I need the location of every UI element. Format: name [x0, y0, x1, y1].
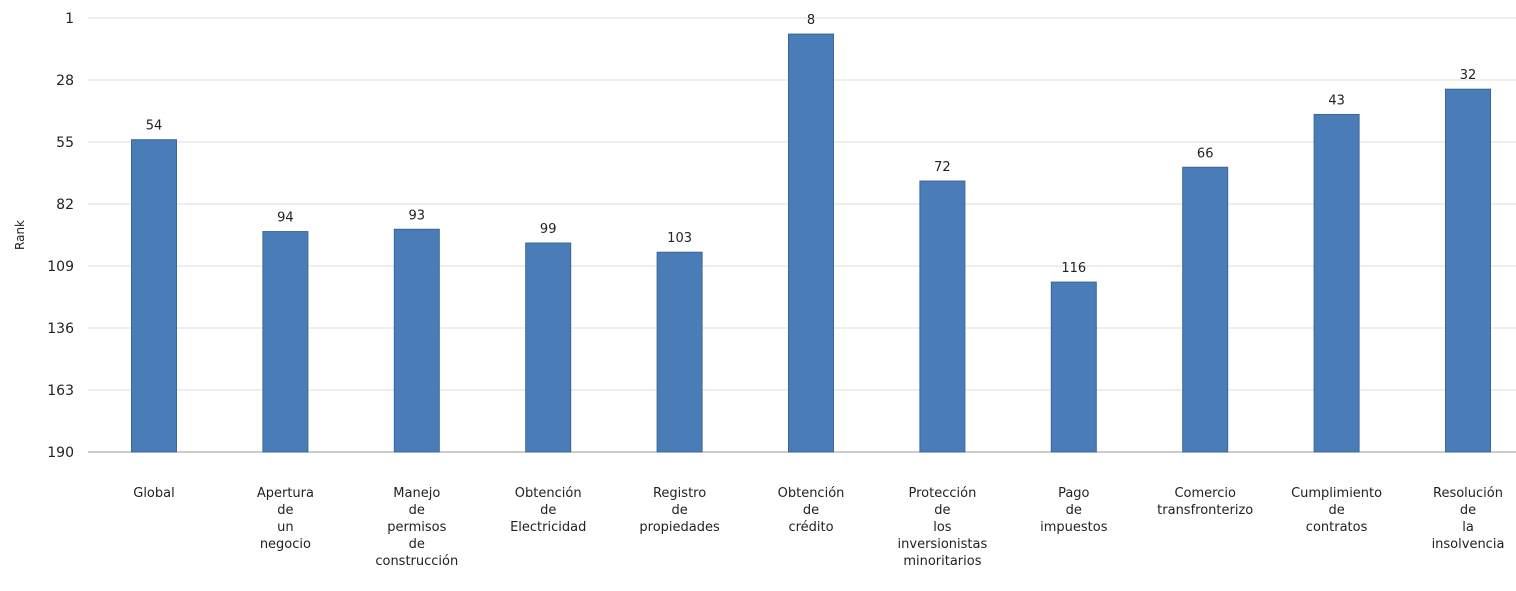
y-tick-label: 136	[47, 321, 74, 337]
x-category-label: Pago de impuestos	[1040, 486, 1108, 535]
x-category-label-line: de	[671, 503, 687, 518]
x-category-label-line: Pago	[1058, 486, 1089, 501]
x-category-label: Comercio transfronterizo	[1157, 486, 1253, 518]
bar	[393, 228, 440, 453]
x-category-label-line: un	[277, 520, 293, 535]
x-category-label-line: construcción	[375, 554, 458, 569]
x-category-label: Protección de los inversionistas minoritario…	[898, 486, 988, 569]
y-tick-label: 190	[47, 445, 74, 461]
data-label: 103	[667, 231, 692, 246]
y-tick-label: 55	[56, 135, 74, 151]
x-category-label-line: de	[1328, 503, 1344, 518]
data-label: 93	[409, 208, 426, 223]
bar	[919, 180, 966, 453]
x-category-label-line: los	[933, 520, 952, 535]
x-category-label-line: Resolución	[1433, 486, 1503, 501]
x-category-label-line: Cumplimiento	[1291, 486, 1382, 501]
x-category-label-line: transfronterizo	[1157, 503, 1253, 518]
bar	[1313, 113, 1360, 453]
x-category-label-line: Manejo	[393, 486, 440, 501]
y-tick-label: 1	[65, 11, 74, 27]
bar	[525, 242, 572, 453]
y-axis-title: Rank	[13, 220, 27, 250]
bar	[262, 231, 309, 453]
x-category-label-line: Protección	[908, 486, 976, 501]
y-tick-label: 109	[47, 259, 74, 275]
data-label: 32	[1460, 68, 1477, 83]
x-category-label-line: negocio	[260, 537, 311, 552]
x-category-label-line: insolvencia	[1432, 537, 1505, 552]
x-category-label-line: contratos	[1306, 520, 1368, 535]
data-label: 94	[277, 211, 294, 226]
y-tick-label: 28	[56, 73, 74, 89]
x-category-label-line: permisos	[387, 520, 446, 535]
x-category-label-line: Registro	[653, 486, 706, 501]
x-category-label-line: de	[1460, 503, 1476, 518]
x-category-label-line: Apertura	[257, 486, 314, 501]
x-category-label-line: la	[1462, 520, 1474, 535]
x-category-label: Obtención de Electricidad	[510, 486, 586, 535]
bars	[131, 33, 1491, 453]
x-category-label-line: de	[409, 537, 425, 552]
x-category-label: Global	[133, 486, 174, 501]
x-category-label: Resolución de la insolvencia	[1432, 486, 1505, 552]
data-label: 116	[1061, 261, 1086, 276]
x-category-label: Registro de propiedades	[639, 486, 720, 535]
x-category-label-line: Obtención	[778, 486, 845, 501]
y-tick-label: 163	[47, 383, 74, 399]
data-label: 72	[934, 160, 951, 175]
bar	[656, 251, 703, 453]
x-category-label-line: minoritarios	[903, 554, 981, 569]
x-category-label: Obtención de crédito	[778, 486, 845, 535]
y-axis-ticks: 1 28 55 82 109 136 163 190	[47, 11, 74, 461]
bar	[1182, 166, 1229, 453]
data-label: 54	[146, 119, 163, 134]
x-category-label-line: inversionistas	[898, 537, 988, 552]
data-label: 66	[1197, 146, 1214, 161]
x-category-label: Apertura de un negocio	[257, 486, 314, 552]
bar	[131, 139, 177, 453]
x-axis-labels: Global Apertura de un negocio Manejo de permiso…	[133, 486, 1504, 569]
x-category-label-line: Electricidad	[510, 520, 586, 535]
x-category-label-line: de	[540, 503, 556, 518]
x-category-label-line: Obtención	[515, 486, 582, 501]
x-category-label-line: impuestos	[1040, 520, 1108, 535]
data-label: 99	[540, 222, 557, 237]
value-labels: 54 94 93 99 103 8 72 116 66 43 32	[146, 13, 1477, 276]
x-category-label-line: de	[409, 503, 425, 518]
x-category-label-line: Comercio	[1174, 486, 1236, 501]
x-category-label-line: de	[803, 503, 819, 518]
data-label: 8	[807, 13, 815, 28]
x-category-label: Cumplimiento de contratos	[1291, 486, 1382, 535]
x-category-label-line: de	[1066, 503, 1082, 518]
x-category-label-line: propiedades	[639, 520, 720, 535]
bar	[1050, 281, 1097, 453]
y-tick-label: 82	[56, 197, 74, 213]
x-category-label-line: de	[934, 503, 950, 518]
x-category-label-line: de	[277, 503, 293, 518]
bar	[1445, 88, 1491, 453]
x-category-label-line: Global	[133, 486, 174, 501]
data-label: 43	[1328, 93, 1345, 108]
bar	[788, 33, 834, 453]
x-category-label: Manejo de permisos de construcción	[375, 486, 458, 569]
x-category-label-line: crédito	[788, 520, 833, 535]
